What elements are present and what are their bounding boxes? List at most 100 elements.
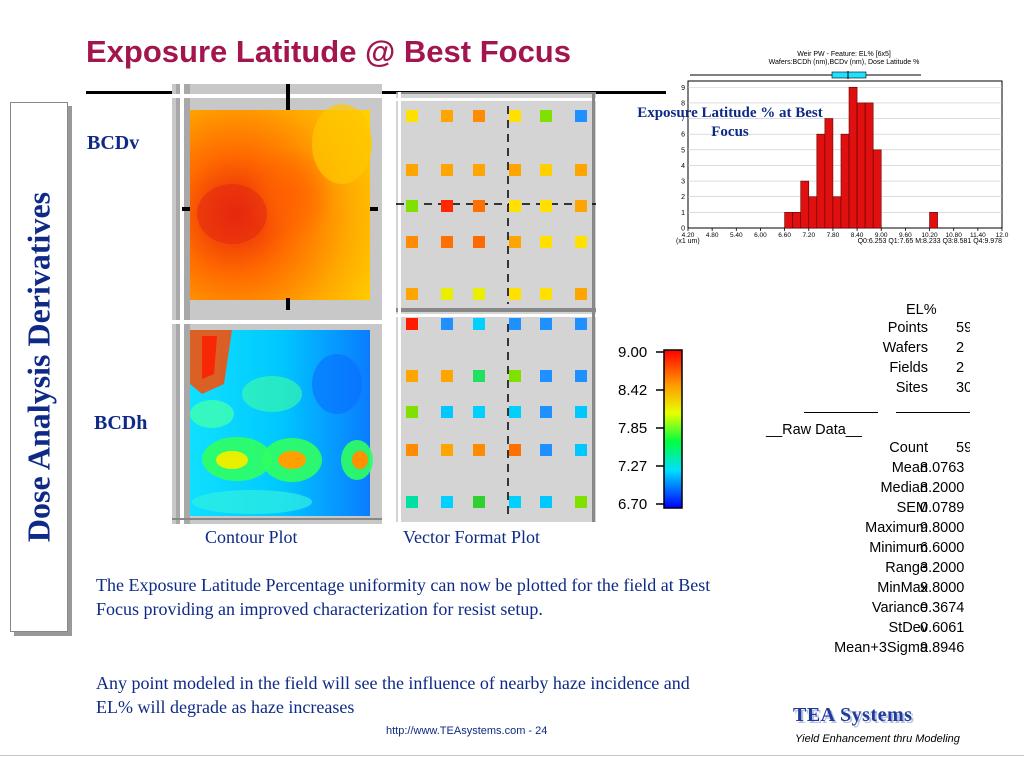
- histogram-bar: [824, 118, 834, 229]
- histogram-y-tick-label: 0: [681, 226, 685, 233]
- stats-label: Minimum: [869, 540, 928, 556]
- vector-marker: [441, 318, 453, 330]
- vector-marker: [441, 236, 453, 248]
- bcdh-contour-map: [312, 354, 362, 414]
- stats-row: Maximum 9.8000: [748, 520, 970, 540]
- el-histogram: Weir PW - Feature: EL% [6x5] Wafers:BCDh…: [676, 48, 1012, 248]
- bcdh-contour-map: [190, 400, 234, 428]
- vector-marker: [509, 236, 521, 248]
- color-scale-gradient: [663, 349, 683, 509]
- stats-label: Mean: [891, 460, 928, 476]
- vector-marker: [406, 200, 418, 212]
- color-scale-ticks: [656, 351, 664, 505]
- stats-value: 30: [956, 380, 970, 396]
- vector-format-plot: [396, 92, 596, 522]
- contour-plot-frame-edge: [172, 94, 382, 98]
- vector-marker: [540, 318, 552, 330]
- stats-label: Points: [887, 320, 928, 336]
- bcdh-contour-map: [192, 490, 312, 514]
- bcdh-contour-map: [278, 451, 306, 469]
- vector-marker: [473, 444, 485, 456]
- histogram-title: Weir PW - Feature: EL% [6x5]: [797, 51, 891, 58]
- stats-row: Points 59: [748, 320, 970, 340]
- histogram-bar: [832, 196, 842, 229]
- vector-marker: [406, 444, 418, 456]
- vector-marker: [473, 406, 485, 418]
- histogram-y-tick-label: 1: [681, 210, 685, 217]
- vector-marker: [441, 444, 453, 456]
- histogram-subtitle: Wafers:BCDh (nm),BCDv (nm), Dose Latitud…: [769, 59, 920, 66]
- contour-plot-frame-edge: [172, 320, 382, 324]
- histogram-quartile-label: Q0:6.253 Q1:7.65 M:8.233 Q3:8.581 Q4:9.9…: [858, 238, 1002, 245]
- stats-value: 9.8000: [920, 520, 965, 536]
- stats-row: Minimum 6.6000: [748, 540, 970, 560]
- histogram-x-tick-label: 9.00: [875, 232, 888, 239]
- vector-marker: [575, 406, 587, 418]
- vector-marker: [575, 496, 587, 508]
- histogram-x-tick-label: 6.00: [754, 232, 767, 239]
- vector-marker: [540, 200, 552, 212]
- color-scale-tick-label: 6.70: [618, 496, 647, 513]
- histogram-y-tick-label: 8: [681, 100, 685, 107]
- company-logo: TEA Systems: [793, 704, 913, 726]
- vector-marker: [473, 200, 485, 212]
- vector-plot-frame-edge: [396, 98, 596, 101]
- stats-header: EL%: [906, 302, 937, 318]
- color-scale-bar: 9.00 8.42 7.85 7.27 6.70: [612, 338, 698, 518]
- vector-marker: [575, 444, 587, 456]
- histogram-y-tick-label: 3: [681, 179, 685, 186]
- vector-marker: [575, 288, 587, 300]
- stats-value: 6.6000: [920, 540, 965, 556]
- histogram-bar: [784, 212, 793, 229]
- histogram-y-tick-label: 2: [681, 194, 685, 201]
- color-scale-tick-label: 7.85: [618, 420, 647, 437]
- vector-marker: [509, 200, 521, 212]
- vector-marker: [473, 236, 485, 248]
- stats-value: 0.0789: [920, 500, 965, 516]
- stats-label: Mean+3Sigma: [834, 640, 928, 656]
- bcdh-contour-map: [242, 376, 302, 412]
- histogram-x-tick-label: 10.20: [921, 232, 938, 239]
- stats-value: 2: [956, 340, 965, 356]
- stats-label: SEM: [896, 500, 928, 516]
- histogram-x-tick-label: 8.40: [851, 232, 864, 239]
- stats-row: SEM 0.0789: [748, 500, 970, 520]
- vector-marker: [575, 370, 587, 382]
- vector-plot-frame-edge: [396, 314, 596, 317]
- histogram-bar: [856, 102, 866, 229]
- footer-url[interactable]: http://www.TEAsystems.com - 24: [386, 725, 548, 737]
- histogram-x-tick-label: 6.60: [778, 232, 791, 239]
- stats-value: 9.8946: [920, 640, 965, 656]
- histogram-x-tick-label: 4.20: [682, 232, 695, 239]
- stats-label: MinMax: [877, 580, 928, 596]
- vector-marker: [441, 406, 453, 418]
- row-label-bcdv: BCDv: [87, 132, 140, 154]
- stats-label: __Raw Data__: [766, 422, 862, 438]
- histogram-x-tick-label: 10.80: [946, 232, 963, 239]
- contour-crosshair: [182, 207, 190, 211]
- stats-value: 0.3674: [920, 600, 965, 616]
- vector-marker: [509, 110, 521, 122]
- vector-marker: [540, 496, 552, 508]
- histogram-bar: [800, 180, 810, 229]
- histogram-bars: [784, 86, 938, 229]
- stats-row: Fields 2: [748, 360, 970, 380]
- stats-label: Variance: [871, 600, 928, 616]
- bcdh-contour-map: [202, 336, 217, 379]
- stats-label: Maximum: [865, 520, 928, 536]
- vector-marker: [509, 496, 521, 508]
- contour-plot: [172, 84, 382, 524]
- vector-marker: [441, 370, 453, 382]
- vector-marker: [540, 406, 552, 418]
- footer-divider: [0, 755, 1024, 756]
- stats-value: 0.6061: [920, 620, 965, 636]
- stats-row: StDev 0.6061: [748, 620, 970, 640]
- vector-plot-frame-edge: [398, 92, 401, 522]
- vector-marker: [540, 236, 552, 248]
- vector-marker: [406, 110, 418, 122]
- stats-header-row: EL%: [748, 302, 970, 322]
- statistics-table: EL% Points 59 Wafers 2 Fields 2 Sites 30 __Raw D…: [748, 298, 970, 660]
- stats-row: Count 59: [748, 440, 970, 460]
- histogram-bar: [872, 149, 882, 229]
- stats-value: 3.2000: [920, 560, 965, 576]
